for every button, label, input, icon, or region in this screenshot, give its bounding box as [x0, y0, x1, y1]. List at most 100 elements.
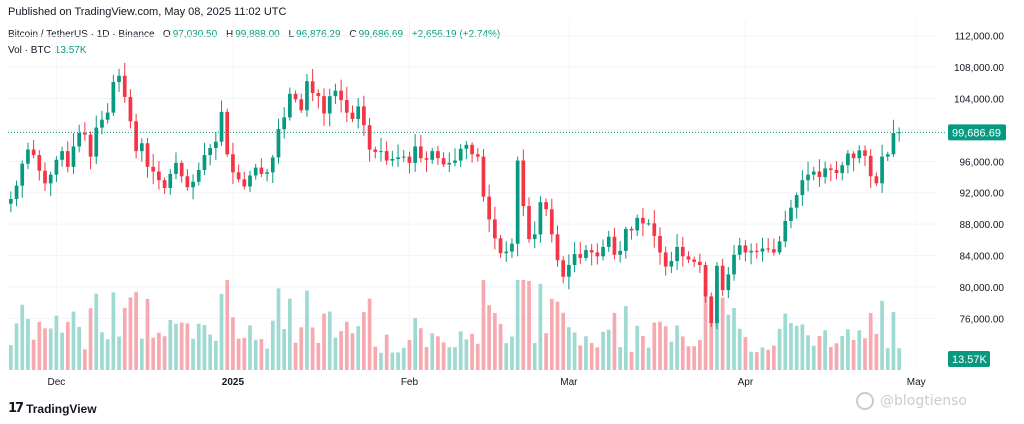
volume-bar [606, 329, 611, 370]
volume-bar [43, 328, 47, 370]
candle-body [555, 234, 560, 261]
candle-body [151, 166, 156, 172]
volume-bar [447, 347, 452, 370]
volume-bar [811, 345, 816, 370]
volume-bar [305, 290, 309, 370]
candle-body [464, 144, 469, 149]
volume-bar [191, 338, 195, 370]
volume-bar [20, 304, 25, 370]
volume-bar [151, 337, 156, 370]
candle-body [737, 245, 742, 255]
volume-bar [248, 325, 252, 370]
tradingview-footer[interactable]: 17 TradingView [8, 401, 97, 416]
time-tick-label: Apr [738, 377, 754, 388]
volume-bar [851, 340, 856, 370]
candle-body [618, 250, 622, 255]
volume-bar [339, 331, 343, 370]
symbol-legend: Bitcoin / TetherUS · 1D · Binance O 97,03… [8, 29, 506, 40]
candle-body [840, 165, 845, 174]
volume-bar [162, 336, 167, 370]
volume-bar [31, 339, 36, 370]
candle-body [179, 162, 184, 177]
price-tick-label: 76,000.00 [960, 314, 1005, 325]
volume-bar [692, 346, 697, 370]
time-axis[interactable]: Dec 2025 Feb Mar Apr May [48, 377, 926, 388]
low-value: 96,876.29 [296, 29, 341, 40]
volume-bar [299, 327, 304, 370]
candle-body [698, 261, 702, 265]
candle-body [174, 162, 178, 174]
volume-bar [179, 322, 184, 370]
candle-body [789, 207, 793, 222]
price-axis[interactable]: 112,000.00108,000.00104,000.00100,000.00… [954, 32, 1004, 326]
volume-bar [475, 343, 480, 370]
candle-body [772, 249, 776, 253]
candle-body [834, 169, 839, 174]
volume-bar [595, 347, 600, 370]
candle-body [231, 154, 235, 173]
volume-bar [618, 346, 622, 370]
volume-bar [601, 331, 605, 370]
volume-bar [453, 347, 457, 370]
volume-bar [663, 326, 668, 370]
candle-body [225, 111, 230, 155]
volume-bar [806, 335, 810, 370]
volume-bar [515, 280, 520, 370]
candle-body [316, 93, 321, 97]
volume-bar [288, 298, 292, 370]
price-tick-label: 84,000.00 [960, 252, 1005, 263]
candle-body [356, 106, 361, 119]
candle-body [720, 265, 725, 291]
candle-body [652, 223, 657, 236]
volume-bar [732, 308, 736, 370]
candle-body [561, 260, 566, 277]
time-tick-label: May [907, 377, 926, 388]
volume-bar [134, 291, 138, 370]
candle-body [692, 259, 697, 262]
volume-bar [48, 328, 53, 370]
candle-body [623, 228, 628, 251]
volume-bar [362, 312, 366, 370]
candle-body [663, 252, 668, 267]
candle-body [134, 121, 138, 152]
candle-body [196, 169, 201, 182]
volume-bar [891, 312, 896, 370]
volume-badge-bg [948, 351, 990, 367]
candle-body [310, 81, 315, 94]
volume-bar [623, 306, 628, 370]
candle-body [686, 256, 691, 260]
candle-body [669, 261, 674, 267]
volume-bar [390, 352, 395, 370]
candle-body [208, 147, 212, 156]
symbol-name[interactable]: Bitcoin / TetherUS · 1D · Binance [8, 29, 155, 40]
candle-body [828, 168, 833, 170]
volume-bar [231, 317, 235, 370]
volume-bar [333, 337, 338, 370]
candle-body [83, 133, 87, 135]
volume-legend-label[interactable]: Vol · BTC [8, 45, 51, 56]
volume-bar [493, 312, 497, 370]
candle-body [14, 185, 19, 200]
time-tick-label: Dec [48, 377, 66, 388]
candle-body [31, 149, 36, 156]
candle-body [532, 234, 537, 240]
candle-body [794, 195, 799, 208]
watermark: @blogtienso [856, 392, 967, 410]
volume-bar [236, 338, 241, 370]
candle-body [407, 156, 412, 163]
candle-body [823, 168, 827, 178]
volume-bar [8, 345, 13, 370]
watermark-logo-icon [856, 392, 874, 410]
tradingview-brand: TradingView [26, 401, 97, 416]
candle-body [367, 125, 372, 150]
volume-bar [196, 323, 201, 370]
last-price-badge: 99,686.69 [948, 124, 1006, 141]
low-label: L [288, 29, 295, 40]
volume-bar [658, 321, 662, 370]
volume-bar [122, 307, 127, 370]
candle-body [202, 155, 207, 170]
volume-bar [549, 298, 554, 370]
candle-body [253, 167, 258, 176]
volume-bar [720, 297, 725, 370]
